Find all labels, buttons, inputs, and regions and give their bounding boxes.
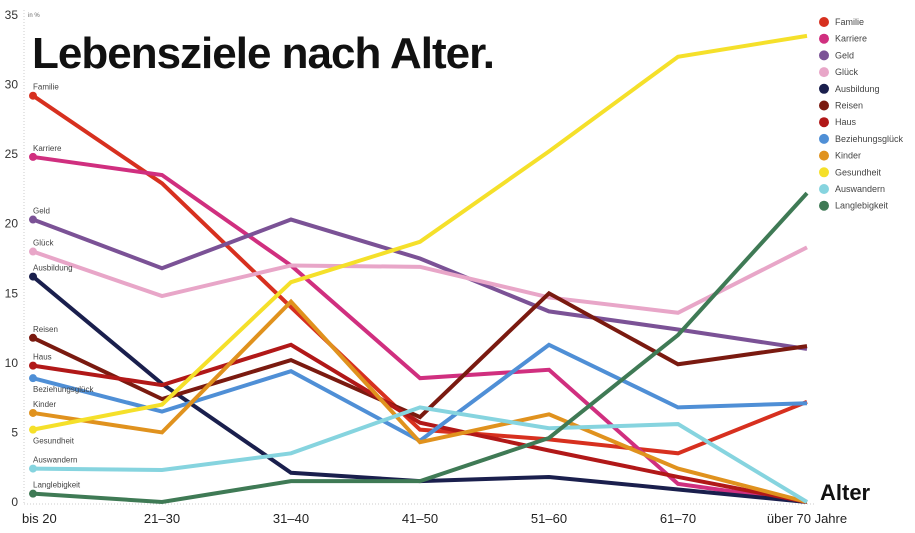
x-axis-title: Alter	[820, 480, 871, 505]
legend-label: Glück	[835, 67, 859, 77]
x-tick-label: über 70 Jahre	[767, 511, 847, 526]
legend-marker	[819, 17, 829, 27]
series-label: Langlebigkeit	[33, 481, 81, 490]
legend-label: Auswandern	[835, 184, 885, 194]
legend-label: Haus	[835, 117, 857, 127]
series-start-point	[29, 247, 37, 256]
x-tick-label: 21–30	[144, 511, 180, 526]
legend-label: Kinder	[835, 151, 861, 161]
series-line-reisen	[32, 290, 808, 420]
series-line-kinder	[32, 298, 808, 504]
legend-marker	[819, 50, 829, 61]
x-tick-label: 31–40	[273, 511, 309, 526]
y-tick-label: 25	[5, 147, 19, 161]
series-label: Karriere	[33, 144, 62, 153]
legend-label: Gesundheit	[835, 167, 882, 177]
series-line-langlebigkeit	[32, 191, 809, 505]
y-tick-label: 30	[5, 78, 19, 92]
y-tick-label: 35	[5, 8, 19, 22]
series-start-point	[29, 374, 37, 383]
series-start-point	[29, 215, 37, 224]
series-start-point	[29, 464, 37, 473]
series-label: Gesundheit	[33, 437, 75, 446]
series-label: Haus	[33, 353, 52, 362]
series-line-geld	[32, 217, 808, 351]
legend-label: Ausbildung	[835, 84, 880, 94]
series-start-point	[29, 408, 37, 417]
series-start-point	[29, 333, 37, 342]
series-label: Reisen	[33, 325, 58, 334]
series-start-point	[29, 425, 37, 434]
legend-marker	[819, 83, 829, 94]
legend-marker	[819, 33, 829, 44]
y-tick-label: 5	[11, 425, 18, 439]
series-label: Glück	[33, 239, 54, 248]
legend-label: Reisen	[835, 101, 863, 111]
series-label: Auswandern	[33, 456, 77, 465]
legend-label: Geld	[835, 50, 854, 60]
legend-marker	[819, 184, 829, 194]
x-tick-label: bis 20	[22, 511, 57, 526]
x-tick-label: 51–60	[531, 511, 567, 526]
y-tick-label: 10	[5, 356, 19, 370]
series-label: Familie	[33, 83, 59, 92]
x-tick-label: 41–50	[402, 511, 438, 526]
series-line-gesundheit	[32, 33, 808, 432]
series-start-point	[29, 361, 37, 370]
y-unit-label: in %	[28, 13, 40, 19]
legend-marker	[819, 67, 829, 78]
legend-marker	[819, 167, 829, 178]
series-line-auswandern	[32, 405, 809, 504]
series-start-point	[29, 272, 37, 281]
legend-label: Karriere	[835, 34, 867, 44]
y-tick-label: 0	[11, 495, 18, 509]
legend-label: Langlebigkeit	[835, 201, 889, 211]
series-start-point	[29, 152, 37, 161]
legend-label: Beziehungsglück	[835, 134, 904, 144]
legend-marker	[819, 117, 829, 128]
y-tick-label: 15	[5, 286, 19, 300]
series-start-point	[29, 91, 37, 100]
chart-title: Lebensziele nach Alter.	[32, 29, 494, 78]
series-label: Beziehungsglück	[33, 385, 94, 394]
y-tick-label: 20	[5, 217, 19, 231]
x-tick-label: 61–70	[660, 511, 696, 526]
legend-label: Familie	[835, 17, 864, 27]
series-line-haus	[32, 342, 808, 504]
legend-marker	[819, 133, 829, 144]
series-line-familie	[31, 94, 808, 456]
series-start-point	[29, 489, 37, 498]
series-line-karriere	[32, 154, 808, 504]
series-label: Ausbildung	[33, 264, 73, 273]
legend-marker	[819, 200, 829, 211]
series-line-glück	[32, 245, 808, 315]
series-label: Kinder	[33, 400, 56, 409]
legend-marker	[819, 150, 829, 161]
series-label: Geld	[33, 207, 50, 216]
legend-marker	[819, 100, 829, 111]
